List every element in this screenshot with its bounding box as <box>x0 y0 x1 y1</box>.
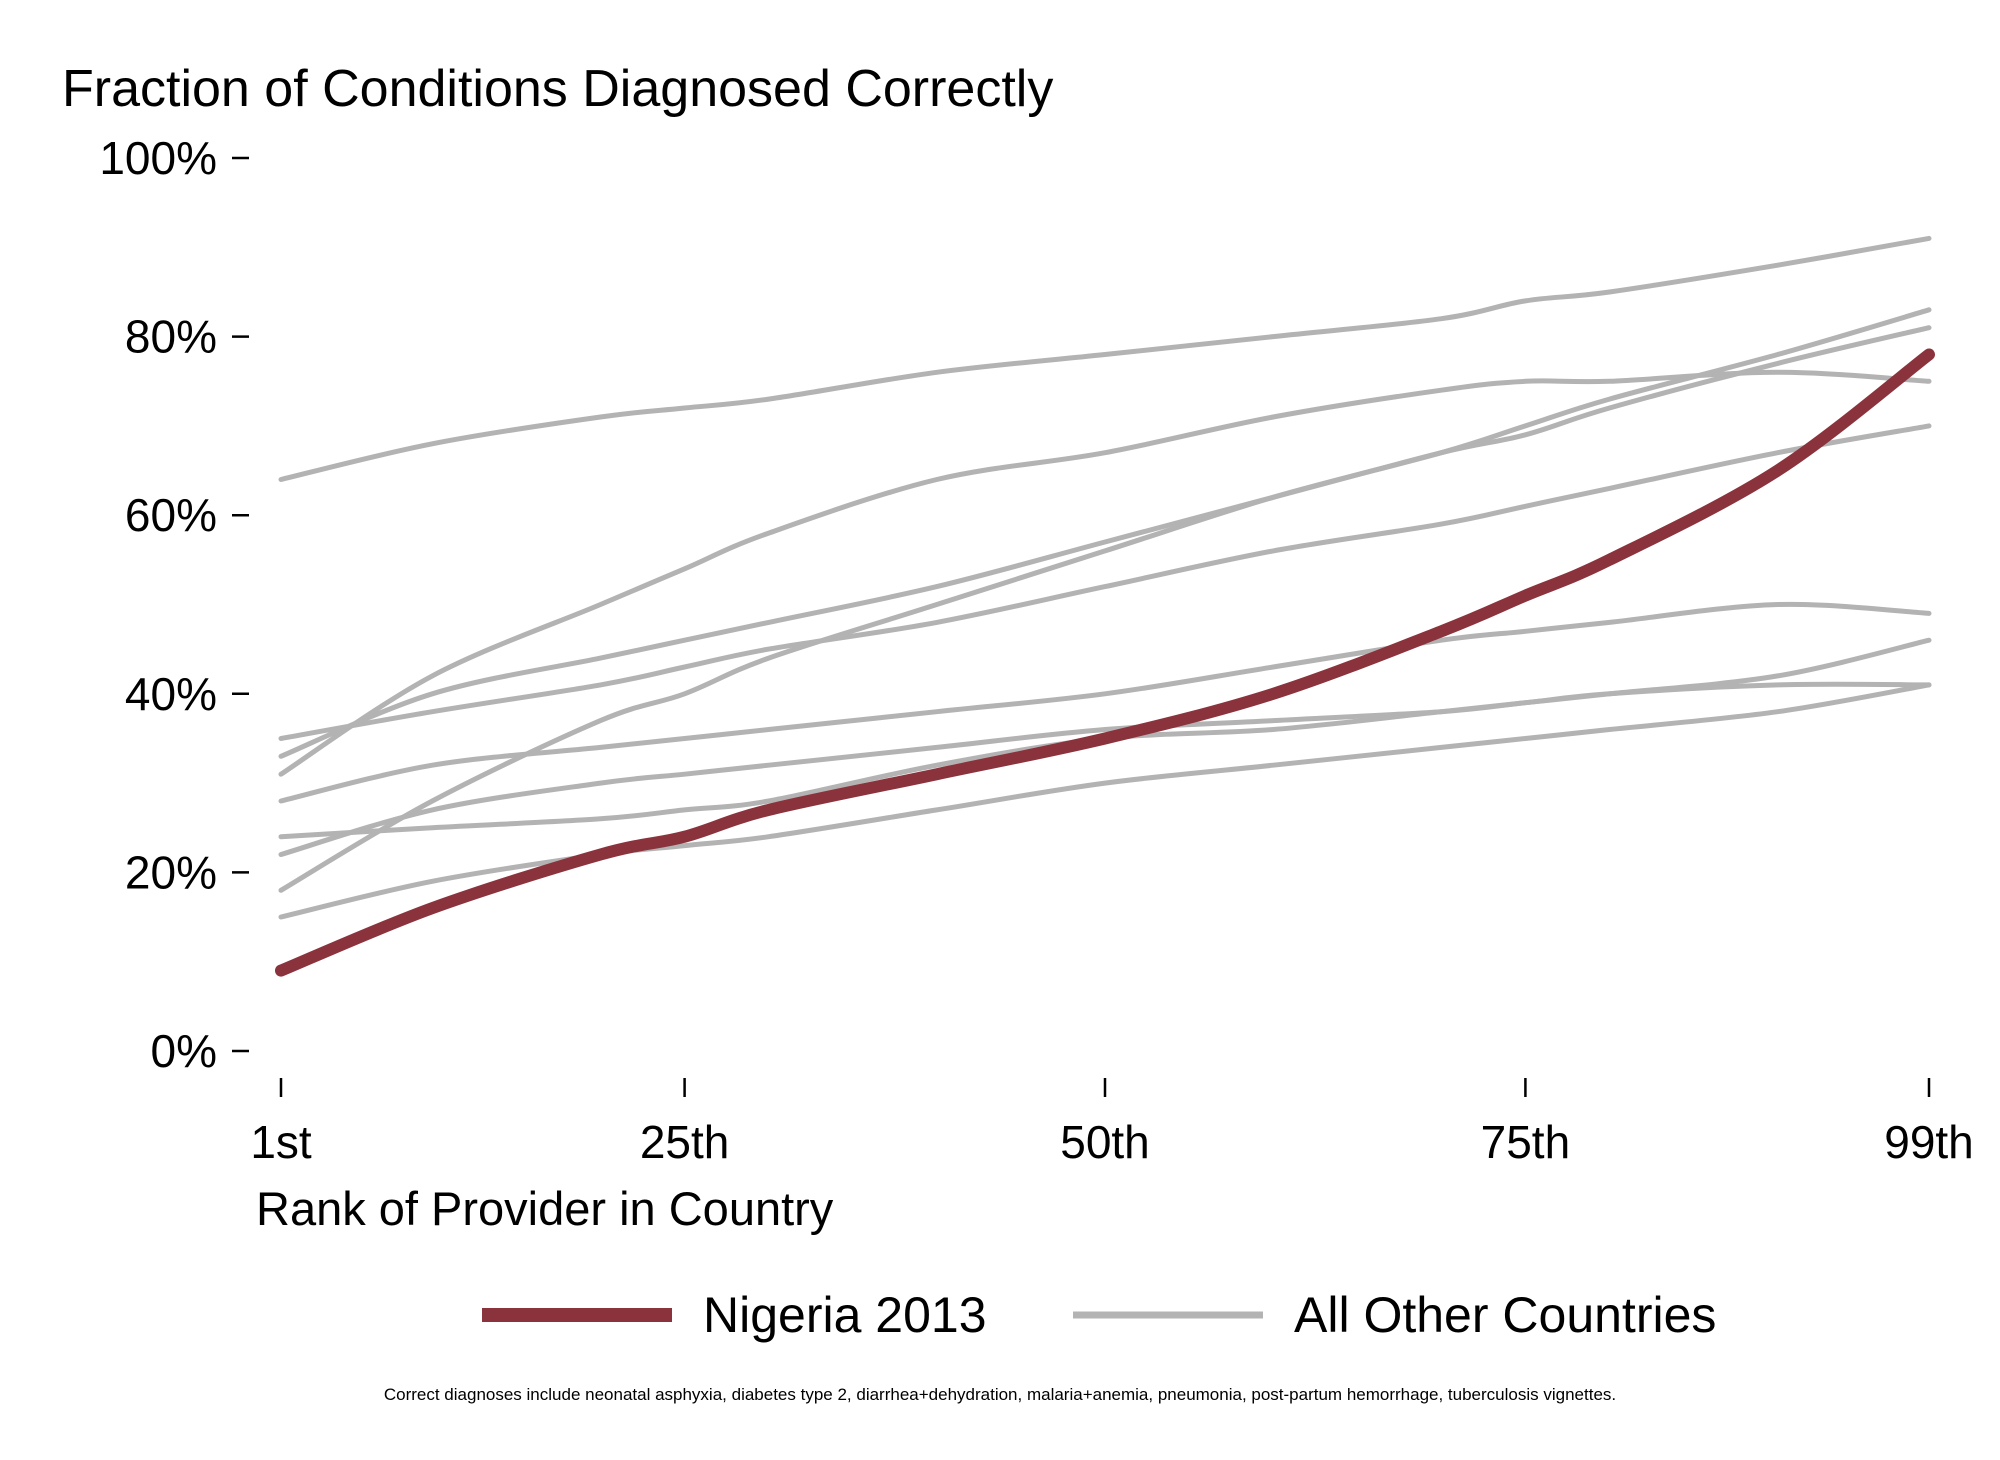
chart-footnote: Correct diagnoses include neonatal asphy… <box>384 1385 1616 1404</box>
series-line-other-country-6 <box>278 601 1932 804</box>
series-line-other-country-4 <box>278 325 1932 759</box>
legend: Nigeria 2013 All Other Countries <box>482 1287 1716 1343</box>
series-line-other-country-2 <box>278 369 1932 777</box>
x-tick-label: 25th <box>640 1116 730 1168</box>
series-line-other-country-5 <box>278 423 1932 741</box>
x-axis-label: Rank of Provider in Country <box>256 1182 834 1235</box>
y-tick-label: 60% <box>125 489 217 541</box>
y-tick-label: 0% <box>151 1025 217 1077</box>
y-tick-label: 100% <box>99 132 217 184</box>
x-tick-label: 75th <box>1481 1116 1571 1168</box>
series-line-other-country-3 <box>278 307 1932 893</box>
legend-label: Nigeria 2013 <box>703 1287 987 1343</box>
y-tick-label: 20% <box>125 846 217 898</box>
x-tick-label: 1st <box>250 1116 312 1168</box>
legend-label: All Other Countries <box>1294 1287 1716 1343</box>
y-axis: 0% 20% 40% 60% 80% 100% <box>99 132 249 1077</box>
y-tick-label: 80% <box>125 311 217 363</box>
series-line-nigeria-2013 <box>275 348 1935 977</box>
x-axis: 1st 25th 50th 75th 99th <box>250 1078 1974 1168</box>
x-tick-label: 50th <box>1060 1116 1150 1168</box>
chart-title: Fraction of Conditions Diagnosed Correct… <box>62 60 1053 118</box>
series-line-other-country-1 <box>278 235 1932 482</box>
highlight-series-group <box>275 348 1935 977</box>
y-tick-label: 40% <box>125 668 217 720</box>
x-tick-label: 99th <box>1884 1116 1974 1168</box>
